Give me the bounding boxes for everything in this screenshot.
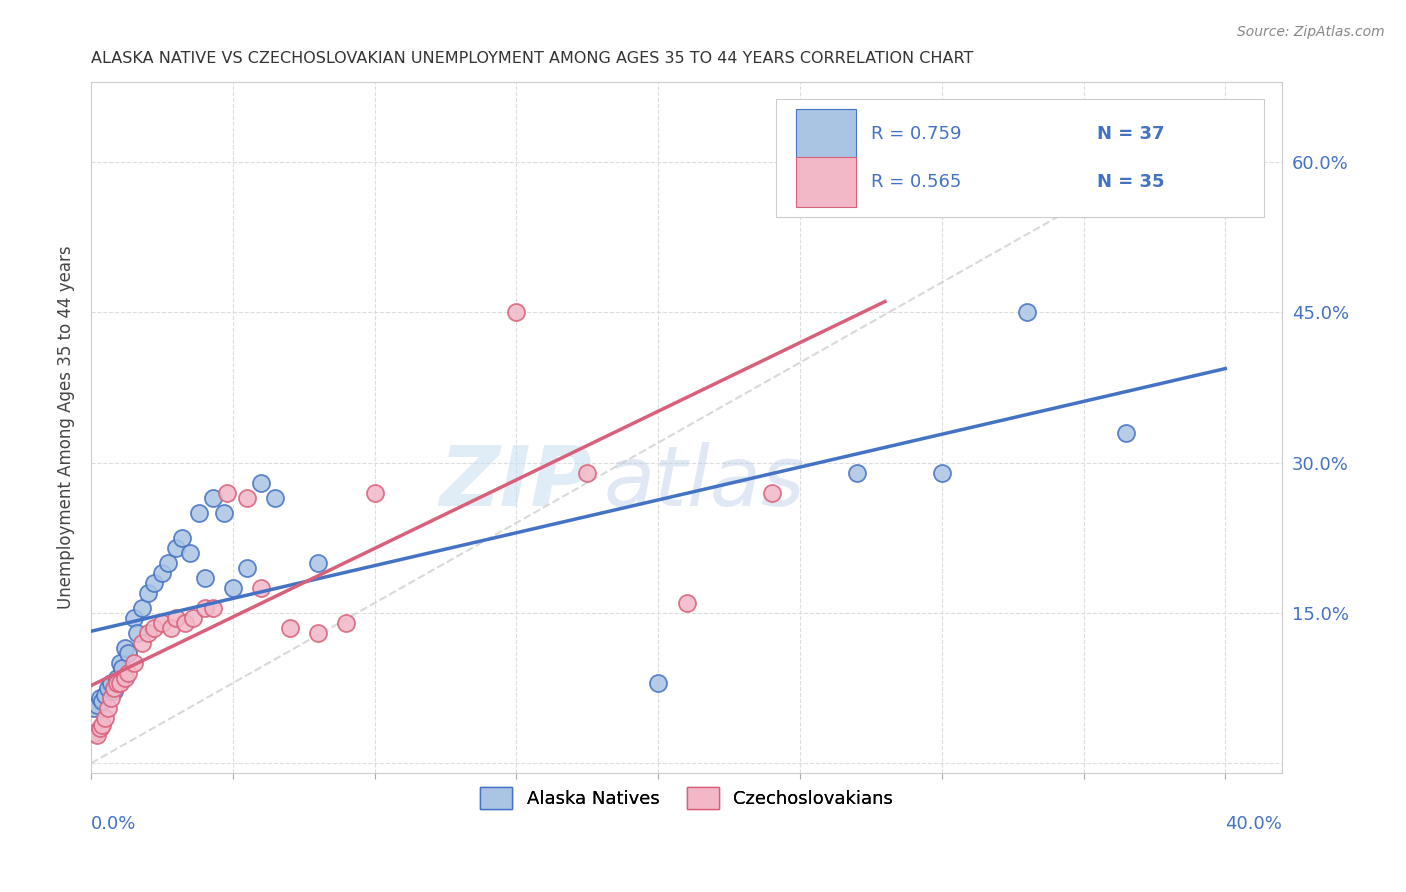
Point: [108, 676, 131, 690]
Point: [103, 684, 125, 698]
Point: [170, 531, 193, 545]
Text: Source: ZipAtlas.com: Source: ZipAtlas.com: [1237, 25, 1385, 39]
Point: [193, 601, 215, 615]
Point: [214, 506, 236, 520]
Point: [363, 485, 385, 500]
Point: [156, 556, 179, 570]
Text: R = 0.759: R = 0.759: [872, 125, 962, 143]
Text: 0.0%: 0.0%: [91, 814, 136, 832]
Point: [105, 671, 128, 685]
Point: [142, 621, 165, 635]
Point: [1115, 425, 1137, 440]
Point: [193, 571, 215, 585]
FancyBboxPatch shape: [776, 99, 1264, 217]
Point: [165, 541, 187, 555]
Text: atlas: atlas: [603, 442, 804, 524]
Point: [103, 681, 125, 695]
Point: [83, 726, 105, 740]
Point: [131, 601, 153, 615]
Point: [845, 466, 868, 480]
Point: [105, 676, 128, 690]
Point: [94, 711, 117, 725]
Point: [114, 671, 136, 685]
Point: [873, 135, 896, 149]
Point: [576, 466, 599, 480]
Point: [236, 491, 259, 505]
Point: [187, 506, 209, 520]
Text: N = 35: N = 35: [1098, 173, 1166, 191]
Point: [100, 691, 122, 706]
Point: [307, 556, 329, 570]
Point: [97, 701, 120, 715]
Point: [202, 601, 225, 615]
Point: [122, 656, 145, 670]
Point: [1015, 305, 1038, 319]
Point: [159, 621, 181, 635]
Text: ALASKA NATIVE VS CZECHOSLOVAKIAN UNEMPLOYMENT AMONG AGES 35 TO 44 YEARS CORRELAT: ALASKA NATIVE VS CZECHOSLOVAKIAN UNEMPLO…: [91, 51, 973, 66]
Point: [236, 561, 259, 575]
Point: [100, 676, 122, 690]
Text: 40.0%: 40.0%: [1225, 814, 1282, 832]
Legend: Alaska Natives, Czechoslovakians: Alaska Natives, Czechoslovakians: [472, 780, 901, 816]
Y-axis label: Unemployment Among Ages 35 to 44 years: Unemployment Among Ages 35 to 44 years: [58, 246, 75, 609]
Point: [136, 586, 159, 600]
Point: [250, 475, 273, 490]
Bar: [796, 158, 856, 207]
Point: [91, 718, 114, 732]
Point: [675, 596, 697, 610]
Point: [250, 581, 273, 595]
Point: [89, 691, 111, 706]
Point: [181, 611, 204, 625]
Point: [83, 701, 105, 715]
Point: [94, 688, 117, 702]
Text: ZIP: ZIP: [439, 442, 592, 524]
Text: N = 37: N = 37: [1098, 125, 1166, 143]
Point: [173, 615, 195, 630]
Point: [117, 646, 139, 660]
Point: [86, 698, 108, 712]
Point: [165, 611, 187, 625]
Point: [89, 721, 111, 735]
Point: [125, 626, 148, 640]
Point: [505, 305, 527, 319]
Point: [307, 626, 329, 640]
Point: [647, 676, 669, 690]
Point: [222, 581, 245, 595]
Point: [136, 626, 159, 640]
Point: [931, 466, 953, 480]
Point: [278, 621, 301, 635]
Point: [202, 491, 225, 505]
Point: [150, 566, 173, 580]
Point: [97, 681, 120, 695]
Point: [761, 485, 783, 500]
Point: [111, 661, 134, 675]
Point: [335, 615, 357, 630]
Point: [91, 694, 114, 708]
Bar: [796, 109, 856, 159]
Point: [108, 656, 131, 670]
Point: [150, 615, 173, 630]
Point: [114, 640, 136, 655]
Point: [122, 611, 145, 625]
Point: [179, 546, 201, 560]
Point: [86, 728, 108, 742]
Text: R = 0.565: R = 0.565: [872, 173, 962, 191]
Point: [142, 575, 165, 590]
Point: [264, 491, 287, 505]
Point: [217, 485, 239, 500]
Point: [117, 666, 139, 681]
Point: [131, 636, 153, 650]
